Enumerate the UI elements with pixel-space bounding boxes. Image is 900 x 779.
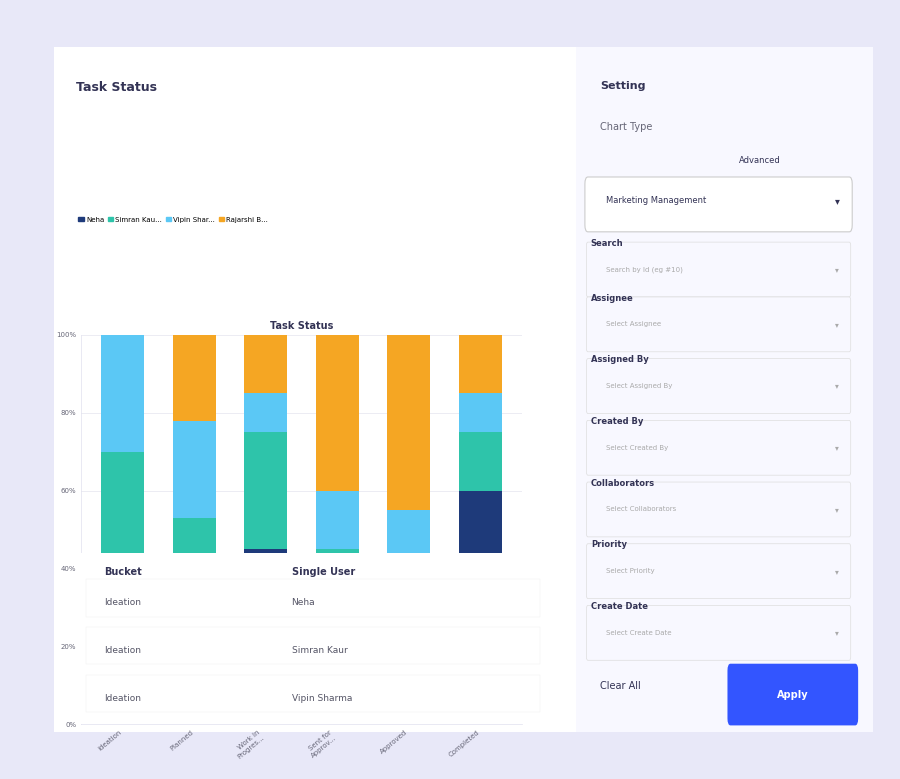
FancyBboxPatch shape — [587, 358, 850, 414]
Text: ▾: ▾ — [835, 265, 840, 274]
Text: Single User: Single User — [292, 567, 355, 576]
Bar — [387, 666, 430, 724]
Text: ▾: ▾ — [835, 629, 840, 637]
FancyBboxPatch shape — [86, 675, 540, 713]
Bar — [101, 452, 144, 615]
Text: Search: Search — [590, 238, 624, 248]
Text: Vipin Sharma: Vipin Sharma — [292, 693, 352, 703]
Text: Ideation: Ideation — [104, 646, 141, 654]
Text: Priority: Priority — [590, 541, 626, 549]
Bar — [387, 569, 430, 666]
Bar — [244, 549, 287, 724]
Text: Collaborators: Collaborators — [590, 478, 655, 488]
Bar — [316, 335, 359, 491]
Legend: Neha, Simran Kau..., Vipin Shar..., Rajarshi B...: Neha, Simran Kau..., Vipin Shar..., Raja… — [76, 213, 271, 225]
Text: ▾: ▾ — [835, 443, 840, 453]
Bar — [244, 335, 287, 393]
FancyBboxPatch shape — [587, 482, 850, 537]
Text: Neha: Neha — [292, 597, 315, 607]
Text: ▾: ▾ — [835, 320, 840, 329]
Text: Created By: Created By — [590, 417, 643, 426]
Text: Advanced: Advanced — [740, 157, 781, 165]
Bar — [244, 393, 287, 432]
FancyBboxPatch shape — [86, 579, 540, 616]
Bar — [173, 635, 216, 724]
Text: Select Collaborators: Select Collaborators — [606, 506, 676, 513]
Text: Select Assignee: Select Assignee — [606, 322, 661, 327]
FancyBboxPatch shape — [587, 605, 850, 661]
Text: Assigned By: Assigned By — [590, 355, 649, 365]
FancyBboxPatch shape — [587, 242, 850, 297]
Text: Select Priority: Select Priority — [606, 568, 654, 574]
Text: ▾: ▾ — [835, 382, 840, 390]
Bar — [387, 335, 430, 510]
Text: ▾: ▾ — [835, 505, 840, 514]
Text: Ideation: Ideation — [104, 597, 141, 607]
FancyBboxPatch shape — [587, 297, 850, 352]
Text: Task Stage: Task Stage — [202, 541, 262, 550]
Bar — [459, 432, 502, 491]
Text: ▾: ▾ — [835, 566, 840, 576]
Bar — [387, 510, 430, 569]
Bar — [173, 421, 216, 518]
Text: Assignee: Assignee — [590, 294, 634, 302]
Text: Apply: Apply — [777, 689, 808, 700]
Bar — [459, 491, 502, 724]
Bar — [173, 335, 216, 421]
Text: Select Create Date: Select Create Date — [606, 630, 671, 636]
Text: Select Created By: Select Created By — [606, 445, 668, 451]
Text: Clear All: Clear All — [599, 681, 641, 691]
Text: Simran Kaur: Simran Kaur — [292, 646, 347, 654]
Text: Task Status: Task Status — [76, 81, 157, 94]
Text: Setting: Setting — [599, 81, 645, 91]
Text: Create Date: Create Date — [590, 602, 648, 611]
Text: Marketing Management: Marketing Management — [606, 196, 706, 206]
FancyBboxPatch shape — [587, 421, 850, 475]
FancyBboxPatch shape — [727, 664, 859, 725]
FancyBboxPatch shape — [585, 177, 852, 232]
Bar — [316, 491, 359, 549]
Bar — [316, 647, 359, 724]
Bar — [316, 549, 359, 647]
Text: ▾: ▾ — [835, 196, 840, 206]
FancyBboxPatch shape — [587, 544, 850, 598]
Bar — [173, 518, 216, 635]
Title: Task Status: Task Status — [270, 322, 333, 331]
Bar — [244, 432, 287, 549]
Text: Ideation: Ideation — [104, 693, 141, 703]
FancyBboxPatch shape — [49, 40, 599, 739]
Bar — [101, 335, 144, 452]
Text: Chart Type: Chart Type — [599, 122, 652, 132]
Bar — [459, 335, 502, 393]
Bar — [459, 393, 502, 432]
Text: Bucket: Bucket — [104, 567, 142, 576]
Bar — [101, 615, 144, 724]
FancyBboxPatch shape — [86, 627, 540, 664]
Text: Search by Id (eg #10): Search by Id (eg #10) — [606, 266, 682, 273]
Text: Select Assigned By: Select Assigned By — [606, 383, 672, 389]
